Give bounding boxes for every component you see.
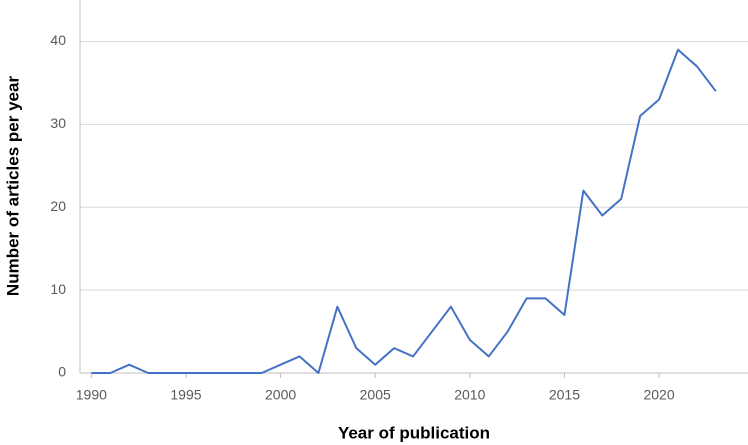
x-tick-label: 2015: [549, 387, 580, 403]
x-tick-label: 2000: [265, 387, 296, 403]
x-tick-label: 1990: [76, 387, 107, 403]
y-tick-label: 20: [50, 198, 66, 214]
y-tick-label: 30: [50, 115, 66, 131]
x-tick-label: 2005: [360, 387, 391, 403]
x-tick-label: 2010: [454, 387, 485, 403]
x-tick-label: 1995: [170, 387, 201, 403]
y-tick-label: 40: [50, 32, 66, 48]
y-tick-label: 0: [58, 364, 66, 380]
x-tick-label: 2020: [643, 387, 674, 403]
y-axis-title: Number of articles per year: [3, 76, 22, 297]
x-axis-title: Year of publication: [338, 423, 490, 442]
data-line: [91, 48, 717, 374]
y-tick-label: 10: [50, 281, 66, 297]
